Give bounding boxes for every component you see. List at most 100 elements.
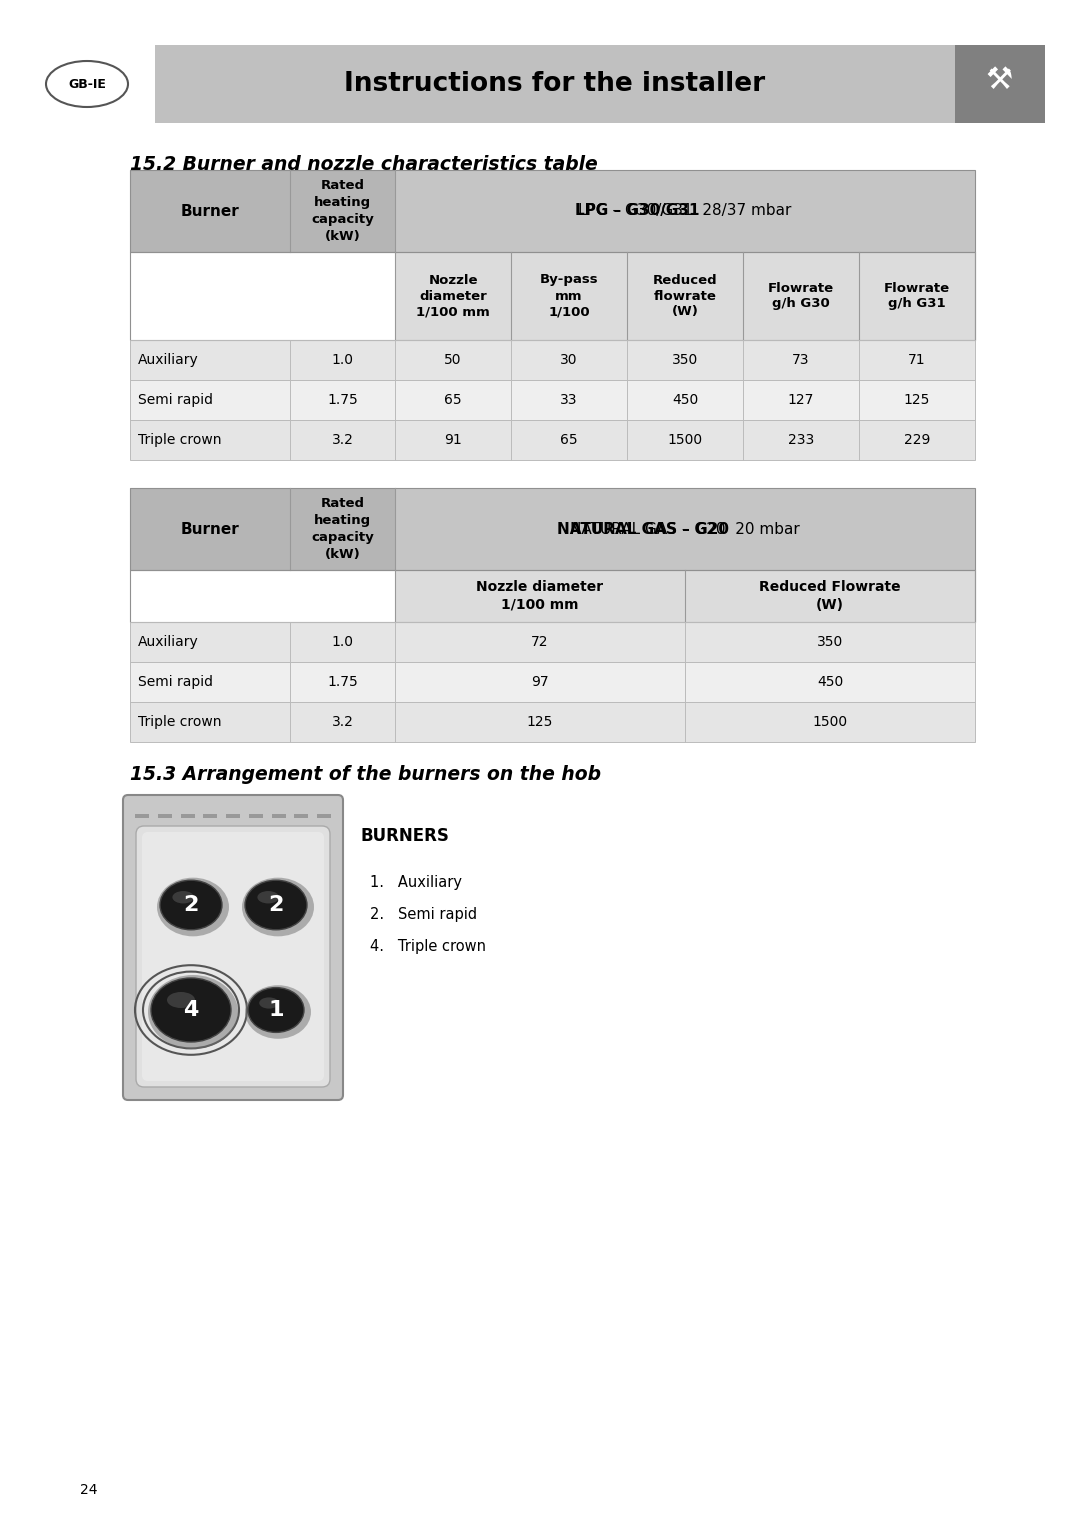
Bar — [130, 380, 975, 420]
Text: 50: 50 — [444, 353, 462, 367]
Text: 1500: 1500 — [812, 715, 848, 729]
Text: 65: 65 — [444, 393, 462, 406]
Text: Flowrate
g/h G30: Flowrate g/h G30 — [768, 281, 834, 310]
Text: Auxiliary: Auxiliary — [138, 636, 199, 649]
Bar — [130, 622, 975, 662]
Text: 15.3 Arrangement of the burners on the hob: 15.3 Arrangement of the burners on the h… — [130, 764, 600, 784]
Text: 450: 450 — [816, 675, 843, 689]
Text: Rated
heating
capacity
(kW): Rated heating capacity (kW) — [311, 179, 374, 243]
Bar — [294, 814, 308, 817]
Ellipse shape — [46, 61, 129, 107]
Bar — [130, 701, 975, 743]
Text: 3.2: 3.2 — [332, 432, 353, 448]
Text: Burner: Burner — [180, 521, 240, 536]
Bar — [130, 170, 395, 252]
Text: Reduced
flowrate
(W): Reduced flowrate (W) — [652, 274, 717, 318]
Text: NATURAL GAS – G20: NATURAL GAS – G20 — [557, 521, 729, 536]
Text: 450: 450 — [672, 393, 698, 406]
Bar — [135, 814, 149, 817]
Ellipse shape — [242, 877, 314, 937]
Text: 72: 72 — [531, 636, 549, 649]
Text: Triple crown: Triple crown — [138, 432, 221, 448]
Bar — [130, 341, 975, 380]
Text: 3.2: 3.2 — [332, 715, 353, 729]
Bar — [130, 570, 975, 622]
Text: 33: 33 — [561, 393, 578, 406]
Text: By-pass
mm
1/100: By-pass mm 1/100 — [540, 274, 598, 318]
Text: 229: 229 — [904, 432, 930, 448]
Text: GB-IE: GB-IE — [68, 78, 106, 90]
Text: 65: 65 — [561, 432, 578, 448]
Text: Semi rapid: Semi rapid — [138, 675, 213, 689]
Text: 125: 125 — [527, 715, 553, 729]
Bar — [156, 44, 955, 122]
Text: BURNERS: BURNERS — [360, 827, 449, 845]
Text: 1.0: 1.0 — [332, 353, 353, 367]
Bar — [130, 701, 975, 743]
Bar — [158, 814, 172, 817]
Text: Nozzle diameter
1/100 mm: Nozzle diameter 1/100 mm — [476, 581, 604, 611]
Text: Rated
heating
capacity
(kW): Rated heating capacity (kW) — [311, 497, 374, 561]
Text: Nozzle
diameter
1/100 mm: Nozzle diameter 1/100 mm — [416, 274, 490, 318]
Text: 2: 2 — [268, 895, 284, 915]
Text: 1.75: 1.75 — [327, 675, 357, 689]
Bar — [130, 487, 975, 570]
Ellipse shape — [148, 975, 238, 1050]
Bar — [130, 662, 975, 701]
Text: Instructions for the installer: Instructions for the installer — [345, 70, 766, 96]
Text: 1.   Auxiliary: 1. Auxiliary — [370, 876, 462, 891]
Text: 1500: 1500 — [667, 432, 703, 448]
Text: 2.   Semi rapid: 2. Semi rapid — [370, 908, 477, 923]
Text: 71: 71 — [908, 353, 926, 367]
Text: LPG – G30/G31: LPG – G30/G31 — [575, 203, 699, 219]
Bar — [130, 622, 975, 662]
FancyBboxPatch shape — [141, 833, 324, 1080]
Text: 24: 24 — [80, 1484, 97, 1497]
Text: 1.75: 1.75 — [327, 393, 357, 406]
Bar — [248, 814, 262, 817]
Text: LPG – G30/G31  28/37 mbar: LPG – G30/G31 28/37 mbar — [578, 203, 792, 219]
Bar — [130, 420, 975, 460]
Ellipse shape — [245, 880, 307, 931]
Text: 30: 30 — [561, 353, 578, 367]
Text: 91: 91 — [444, 432, 462, 448]
Bar — [130, 341, 975, 380]
Text: ⚒: ⚒ — [985, 67, 1013, 95]
Text: 4: 4 — [184, 999, 199, 1021]
Bar — [203, 814, 217, 817]
Text: Auxiliary: Auxiliary — [138, 353, 199, 367]
Text: Reduced Flowrate
(W): Reduced Flowrate (W) — [759, 581, 901, 611]
Text: 4.   Triple crown: 4. Triple crown — [370, 940, 486, 955]
Bar — [130, 380, 975, 420]
Ellipse shape — [173, 891, 194, 903]
Ellipse shape — [245, 986, 311, 1039]
Text: 97: 97 — [531, 675, 549, 689]
Bar — [271, 814, 285, 817]
Text: 1: 1 — [268, 999, 284, 1021]
Text: 73: 73 — [793, 353, 810, 367]
Bar — [130, 662, 975, 701]
Text: 127: 127 — [787, 393, 814, 406]
Ellipse shape — [259, 998, 279, 1008]
Ellipse shape — [157, 877, 229, 937]
Bar — [130, 420, 975, 460]
Ellipse shape — [167, 992, 195, 1008]
Text: Flowrate
g/h G31: Flowrate g/h G31 — [883, 281, 950, 310]
Ellipse shape — [248, 987, 303, 1033]
Text: 2: 2 — [184, 895, 199, 915]
Ellipse shape — [160, 880, 222, 931]
Bar — [130, 487, 395, 570]
Text: 15.2 Burner and nozzle characteristics table: 15.2 Burner and nozzle characteristics t… — [130, 154, 597, 174]
Bar — [130, 170, 975, 252]
Bar — [226, 814, 240, 817]
FancyBboxPatch shape — [136, 827, 330, 1086]
Bar — [318, 814, 330, 817]
Bar — [395, 487, 975, 570]
Text: 1.0: 1.0 — [332, 636, 353, 649]
Text: NATURAL GAS – G20  20 mbar: NATURAL GAS – G20 20 mbar — [570, 521, 800, 536]
Bar — [395, 170, 975, 252]
Bar — [395, 252, 975, 341]
Bar — [130, 252, 975, 341]
Text: Triple crown: Triple crown — [138, 715, 221, 729]
Bar — [395, 570, 975, 622]
